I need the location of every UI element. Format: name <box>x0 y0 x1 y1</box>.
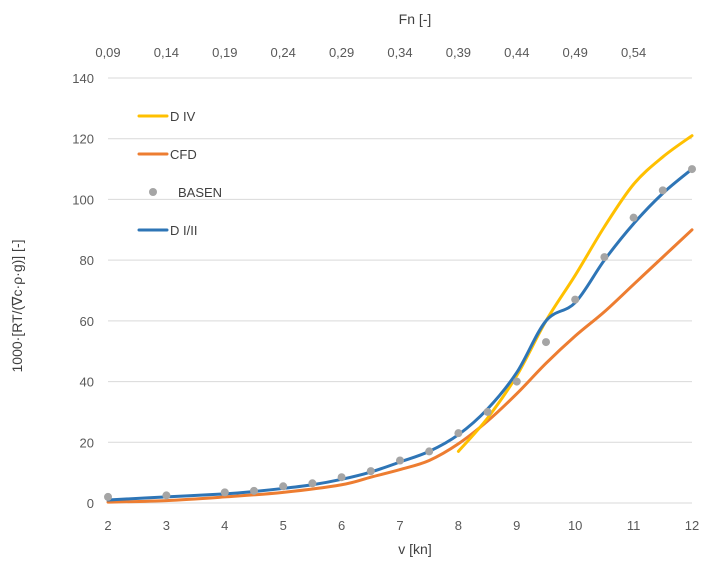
x-tick-label: 10 <box>568 518 582 533</box>
data-point-basen <box>658 186 667 195</box>
series-line-d-i-ii <box>106 167 694 502</box>
gridlines <box>108 77 692 504</box>
data-point-basen <box>337 473 346 482</box>
legend-item-cfd: CFD <box>137 147 197 162</box>
x2-tick-label: 0,49 <box>563 45 588 60</box>
x2-axis-title: Fn [-] <box>399 11 432 27</box>
data-point-basen <box>688 165 696 174</box>
y-tick-label: 140 <box>72 71 94 86</box>
x-tick-label: 8 <box>455 518 462 533</box>
data-point-basen <box>483 407 492 416</box>
x2-tick-label: 0,09 <box>95 45 120 60</box>
data-point-basen <box>250 486 258 495</box>
x-tick-label: 12 <box>685 518 699 533</box>
data-point-basen <box>600 253 609 262</box>
x-tick-label: 11 <box>627 518 641 533</box>
data-point-basen <box>308 479 317 488</box>
legend-swatch-basen <box>149 188 157 196</box>
data-point-basen <box>512 377 521 386</box>
data-point-basen <box>454 429 463 438</box>
legend-label-d-iv: D IV <box>170 109 196 124</box>
y-tick-label: 120 <box>72 132 94 147</box>
data-point-basen <box>279 482 288 491</box>
x2-tick-label: 0,29 <box>329 45 354 60</box>
x-tick-label: 9 <box>513 518 520 533</box>
y-tick-label: 20 <box>80 435 94 450</box>
points-layer <box>104 165 696 501</box>
legend-label-cfd: CFD <box>170 147 197 162</box>
series-line-d-iv <box>456 134 694 453</box>
data-point-basen <box>425 447 434 456</box>
data-point-basen <box>104 492 112 501</box>
data-point-basen <box>396 456 404 465</box>
legend-label-basen: BASEN <box>178 185 222 200</box>
legend-label-d-i-ii: D I/II <box>170 223 197 238</box>
y-tick-label: 80 <box>80 253 94 268</box>
y-tick-label: 100 <box>72 192 94 207</box>
legend-item-d-iv: D IV <box>137 109 196 124</box>
x-tick-label: 7 <box>396 518 403 533</box>
data-point-basen <box>542 338 550 347</box>
y-tick-label: 60 <box>80 314 94 329</box>
y-axis-title: 1000·[RT/(∇c·ρ·g)] [-] <box>9 240 25 373</box>
data-point-basen <box>162 491 171 500</box>
x-tick-label: 6 <box>338 518 345 533</box>
legend-item-d-i-ii: D I/II <box>137 223 197 238</box>
x-tick-label: 5 <box>280 518 287 533</box>
x-tick-label: 3 <box>163 518 170 533</box>
x2-tick-label: 0,24 <box>271 45 296 60</box>
x2-tick-label: 0,54 <box>621 45 646 60</box>
legend-item-basen: BASEN <box>149 185 222 200</box>
data-point-basen <box>571 295 580 304</box>
x2-tick-label: 0,39 <box>446 45 471 60</box>
data-point-basen <box>629 213 638 222</box>
x2-tick-label: 0,14 <box>154 45 179 60</box>
legend: D IV CFD BASEN D I/II <box>137 109 222 238</box>
x2-tick-label: 0,34 <box>387 45 412 60</box>
x2-tick-label: 0,19 <box>212 45 237 60</box>
y-tick-label: 40 <box>80 375 94 390</box>
data-point-basen <box>220 488 229 497</box>
tick-labels: 0 20 40 60 80 100 120 140 2 3 4 5 6 7 8 9 10 11 12 0,09 0,14… <box>72 45 699 533</box>
x-axis-title: v [kn] <box>398 541 431 557</box>
series-line-cfd <box>106 228 694 504</box>
y-tick-label: 0 <box>87 496 94 511</box>
data-point-basen <box>366 467 375 476</box>
x-tick-label: 4 <box>221 518 228 533</box>
x2-tick-label: 0,44 <box>504 45 529 60</box>
x-tick-label: 2 <box>104 518 111 533</box>
